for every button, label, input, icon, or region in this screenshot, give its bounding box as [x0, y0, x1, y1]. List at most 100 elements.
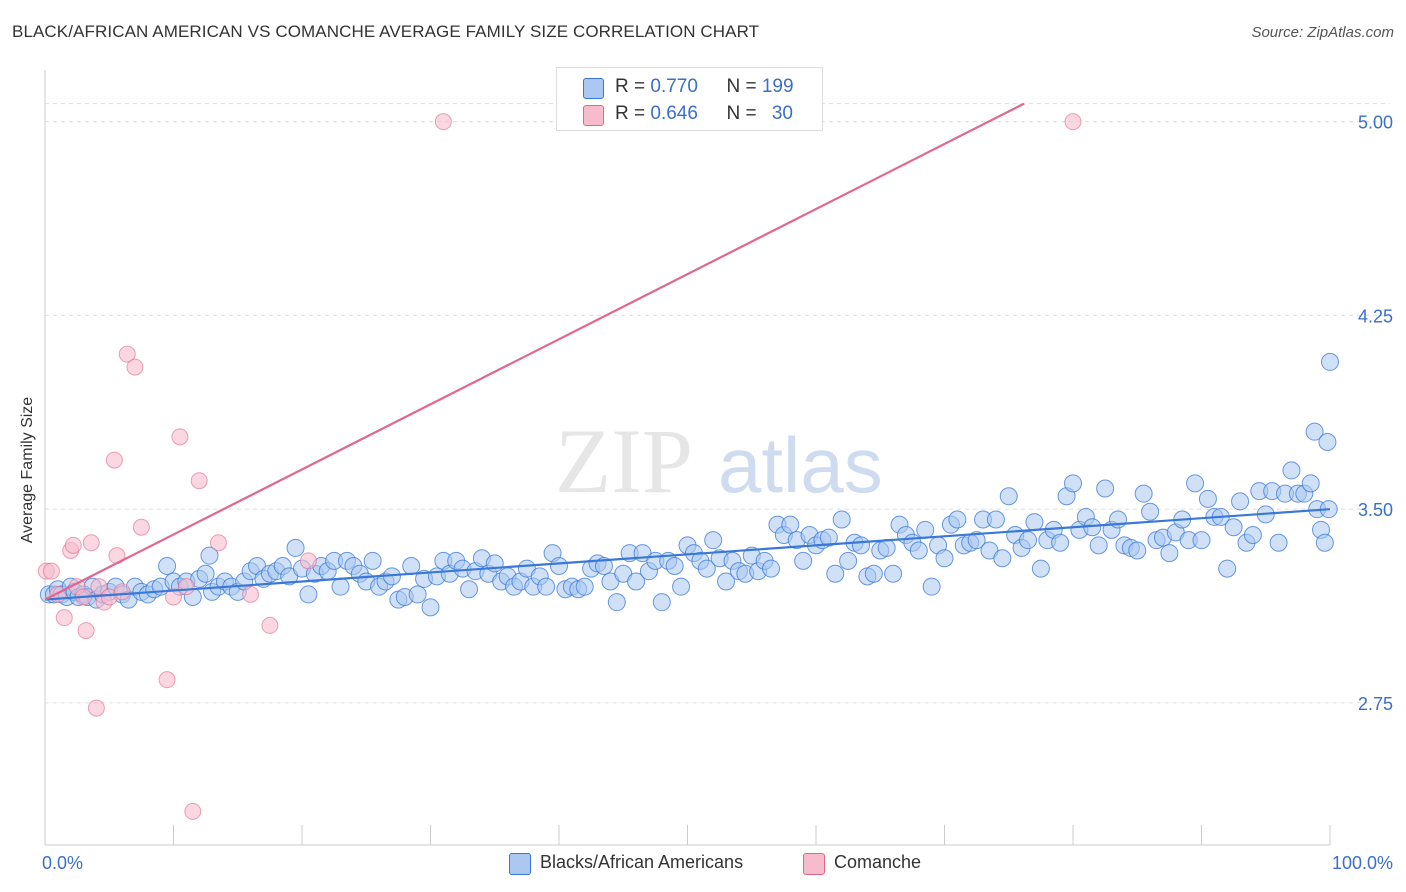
chart-title: BLACK/AFRICAN AMERICAN VS COMANCHE AVERA…: [12, 22, 760, 41]
data-point-blacks: [575, 577, 594, 596]
legend-swatch-pink: [583, 105, 604, 126]
data-point-blacks: [1198, 489, 1217, 508]
y-tick-label: 2.75: [1358, 694, 1393, 714]
data-point-blacks: [1141, 502, 1160, 521]
data-point-blacks: [1051, 533, 1070, 552]
data-point-blacks: [460, 580, 479, 599]
data-point-blacks: [1231, 492, 1250, 511]
data-point-blacks: [794, 551, 813, 570]
data-point-blacks: [1243, 526, 1262, 544]
data-point-comanche: [105, 451, 123, 469]
data-point-blacks: [697, 559, 716, 578]
x-tick-label-max: 100.0%: [1332, 853, 1393, 873]
legend-r-label: R =: [615, 103, 651, 124]
data-point-blacks: [1134, 484, 1153, 503]
data-point-blacks: [916, 520, 935, 539]
data-point-blacks: [922, 577, 941, 596]
data-point-comanche: [132, 518, 150, 536]
data-point-blacks: [935, 549, 954, 568]
data-point-blacks: [781, 515, 800, 534]
data-point-blacks: [1321, 352, 1339, 371]
data-point-blacks: [717, 572, 736, 591]
data-point-blacks: [864, 564, 883, 583]
data-point-comanche: [190, 472, 208, 490]
data-point-blacks: [762, 559, 781, 578]
data-point-blacks: [196, 564, 215, 583]
data-point-blacks: [1186, 474, 1205, 493]
data-point-comanche: [209, 534, 227, 552]
data-point-blacks: [665, 557, 684, 575]
data-point-blacks: [999, 487, 1018, 506]
data-point-blacks: [1315, 533, 1334, 552]
data-point-comanche: [261, 616, 279, 634]
legend-r-label: R =: [615, 76, 651, 97]
data-point-blacks: [158, 557, 177, 575]
data-point-blacks: [1089, 536, 1108, 555]
data-point-comanche: [126, 358, 144, 376]
data-point-blacks: [877, 538, 896, 557]
data-point-blacks: [402, 557, 421, 575]
data-point-comanche: [55, 609, 73, 627]
data-point-blacks: [993, 549, 1012, 568]
data-point-blacks: [851, 536, 870, 555]
data-point-comanche: [118, 345, 136, 363]
data-point-blacks: [652, 593, 671, 612]
data-point-blacks: [594, 557, 613, 575]
axes: [44, 70, 1331, 846]
data-point-blacks: [408, 585, 427, 604]
data-point-blacks: [704, 531, 723, 550]
tick-labels: 2.75 3.50 4.25 5.00 0.0% 100.0%: [42, 113, 1393, 873]
data-point-blacks: [826, 564, 845, 583]
data-point-comanche: [113, 583, 131, 601]
data-point-blacks: [884, 564, 903, 583]
y-tick-label: 4.25: [1358, 306, 1393, 326]
data-point-blacks: [832, 510, 851, 529]
data-point-blacks: [363, 551, 382, 570]
data-point-comanche: [184, 802, 202, 820]
data-point-blacks: [839, 551, 858, 570]
data-point-comanche: [87, 699, 105, 717]
watermark: ZIP atlas: [555, 410, 883, 512]
data-point-blacks: [1269, 533, 1288, 552]
data-point-blacks: [200, 546, 219, 565]
data-point-blacks: [537, 577, 556, 596]
data-point-comanche: [171, 428, 189, 446]
data-point-comanche: [165, 588, 182, 606]
data-point-comanche: [64, 536, 82, 554]
data-point-comanche: [158, 671, 176, 689]
watermark-zip: ZIP: [555, 410, 693, 512]
watermark-atlas: atlas: [718, 421, 883, 509]
data-point-blacks: [1096, 479, 1115, 498]
source-credit: Source: ZipAtlas.com: [1251, 24, 1394, 41]
data-point-blacks: [607, 593, 626, 612]
data-point-blacks: [1025, 513, 1044, 532]
data-point-blacks: [1192, 531, 1211, 550]
data-point-blacks: [948, 510, 967, 529]
grid-lines: [45, 103, 1390, 704]
trend-lines: [44, 102, 1331, 601]
data-point-blacks: [1301, 474, 1320, 493]
data-point-comanche: [1064, 113, 1082, 131]
data-point-blacks: [1318, 433, 1337, 451]
x-tick-label-min: 0.0%: [42, 853, 83, 873]
legend-r-value: 0.770: [650, 76, 698, 97]
data-point-blacks: [421, 598, 440, 617]
data-point-blacks: [299, 585, 318, 604]
legend-swatch-blue: [583, 78, 604, 99]
trend-line-blacks: [44, 508, 1331, 601]
data-point-blacks: [1160, 544, 1179, 563]
bottom-legend-label: Comanche: [834, 852, 922, 872]
bottom-legend-label: Blacks/African Americans: [540, 852, 744, 872]
data-point-blacks: [550, 557, 568, 575]
data-point-blacks: [1128, 541, 1147, 560]
data-point-blacks: [627, 572, 646, 591]
data-point-comanche: [242, 585, 260, 603]
data-point-comanche: [299, 552, 317, 570]
legend-r-value: 0.646: [650, 103, 698, 124]
data-point-comanche: [77, 622, 95, 640]
data-point-blacks: [986, 510, 1005, 529]
data-point-comanche: [90, 578, 108, 596]
y-tick-label: 5.00: [1358, 113, 1393, 133]
data-point-blacks: [1031, 559, 1050, 578]
